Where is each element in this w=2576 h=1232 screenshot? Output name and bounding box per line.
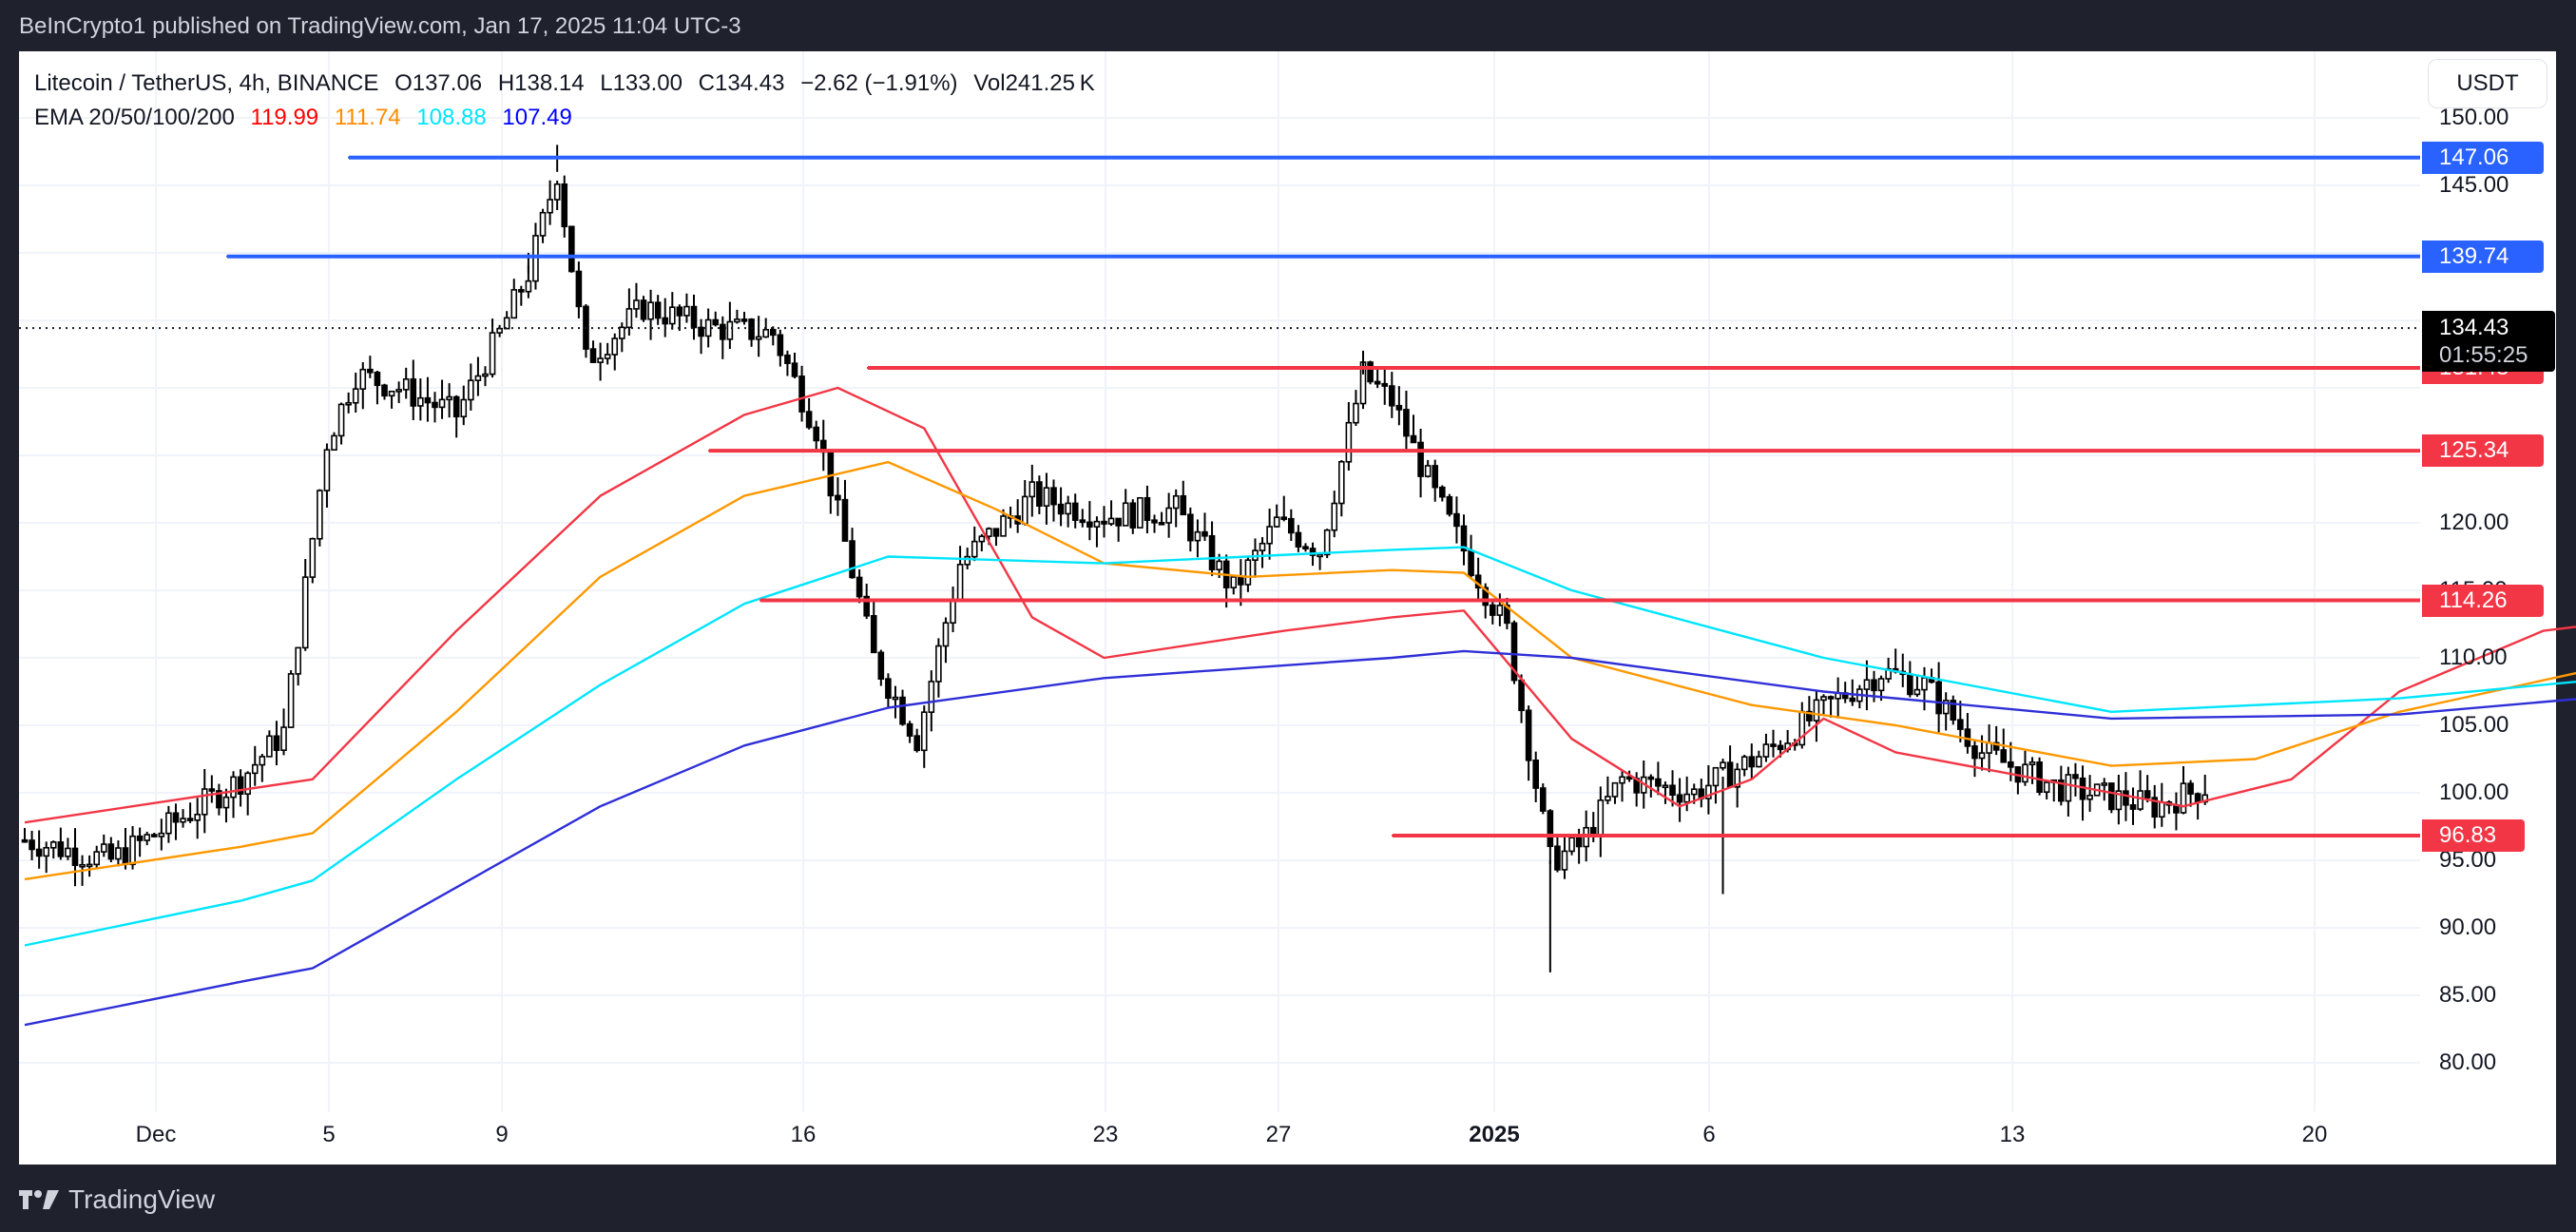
time-tick: 6 <box>1702 1122 1716 1147</box>
support-level-label: 125.34 <box>2422 434 2544 468</box>
resistance-level-label: 147.06 <box>2422 141 2544 174</box>
ema-line-100 <box>24 546 2576 947</box>
time-tick: 2025 <box>1469 1122 1520 1147</box>
price-tick: 145.00 <box>2439 172 2509 198</box>
price-tick: 110.00 <box>2439 645 2508 670</box>
ema20-value: 119.99 <box>250 105 319 130</box>
ema100-value: 108.88 <box>416 105 487 130</box>
price-tick: 120.00 <box>2439 510 2509 535</box>
price-tick: 100.00 <box>2439 780 2509 805</box>
close-value: C134.43 <box>698 70 785 96</box>
time-tick: 5 <box>322 1122 336 1147</box>
last-price-label: 134.43 01:55:25 <box>2422 311 2555 372</box>
ema200-value: 107.49 <box>502 105 572 130</box>
time-tick: 16 <box>790 1122 817 1147</box>
support-level-label: 96.83 <box>2422 819 2525 852</box>
time-tick: 20 <box>2301 1122 2328 1147</box>
low-value: L133.00 <box>600 70 682 96</box>
tradingview-logo[interactable]: TradingView <box>19 1184 215 1215</box>
ema50-value: 111.74 <box>334 105 401 130</box>
ema-row: EMA 20/50/100/200 119.99 111.74 108.88 1… <box>34 101 1105 135</box>
price-tick: 80.00 <box>2439 1049 2497 1075</box>
change-value: −2.62 (−1.91%) <box>800 70 958 96</box>
bar-countdown: 01:55:25 <box>2439 342 2528 368</box>
support-level-label: 114.26 <box>2422 584 2544 617</box>
time-tick: 13 <box>1999 1122 2026 1147</box>
symbol-title[interactable]: Litecoin / TetherUS, 4h, BINANCE <box>34 70 379 96</box>
chart-panel[interactable] <box>19 51 2556 1165</box>
resistance-level-label: 139.74 <box>2422 240 2544 273</box>
ohlc-row: Litecoin / TetherUS, 4h, BINANCE O137.06… <box>34 67 1105 101</box>
price-tick: 90.00 <box>2439 914 2497 940</box>
price-tick: 85.00 <box>2439 982 2497 1008</box>
chart-legend: Litecoin / TetherUS, 4h, BINANCE O137.06… <box>34 67 1105 135</box>
tradingview-logo-icon <box>19 1190 59 1209</box>
ema-label[interactable]: EMA 20/50/100/200 <box>34 105 235 130</box>
price-tick: 150.00 <box>2439 105 2509 130</box>
candles[interactable] <box>21 144 2576 972</box>
ema-line-20 <box>24 386 2576 824</box>
time-tick: 9 <box>495 1122 509 1147</box>
tradingview-brand: TradingView <box>68 1184 216 1214</box>
high-value: H138.14 <box>497 70 585 96</box>
time-tick: 27 <box>1265 1122 1292 1147</box>
open-value: O137.06 <box>394 70 483 96</box>
ema-line-200 <box>24 649 2576 1027</box>
price-tick: 105.00 <box>2439 712 2509 738</box>
ema-line-50 <box>24 460 2576 881</box>
time-tick: Dec <box>135 1122 177 1147</box>
time-tick: 23 <box>1092 1122 1119 1147</box>
grid <box>19 51 2420 1112</box>
last-price-value: 134.43 <box>2439 315 2509 340</box>
publish-line: BeInCrypto1 published on TradingView.com… <box>19 13 741 39</box>
currency-button[interactable]: USDT <box>2428 59 2547 108</box>
support-resistance-lines[interactable] <box>226 155 2420 838</box>
volume-value: Vol241.25 K <box>973 70 1095 96</box>
